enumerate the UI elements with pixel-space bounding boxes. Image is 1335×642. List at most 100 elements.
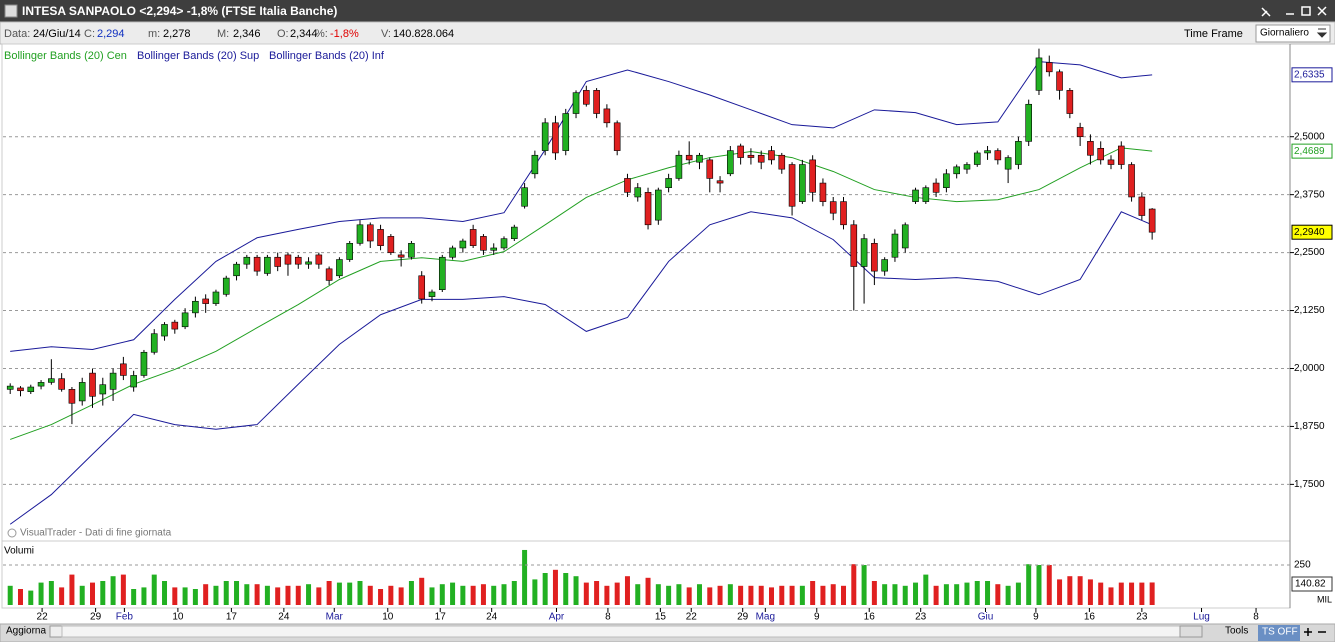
volume-bar bbox=[429, 587, 435, 605]
candle-body bbox=[963, 164, 971, 170]
candle-body bbox=[1025, 103, 1032, 142]
candle-body bbox=[78, 382, 86, 402]
dropdown-arrow bbox=[1316, 28, 1328, 38]
candle-body bbox=[819, 182, 827, 202]
volume-bar bbox=[964, 582, 970, 605]
volume-bar bbox=[141, 587, 147, 605]
volume-bar bbox=[841, 585, 847, 605]
maximize-button[interactable] bbox=[1301, 6, 1311, 16]
x-tick-label: 16 bbox=[864, 612, 876, 623]
candle-body bbox=[294, 256, 302, 265]
volume-bar bbox=[851, 564, 857, 605]
x-tick-label: 24 bbox=[486, 612, 498, 623]
volume-bar bbox=[59, 587, 65, 605]
zoom-buttons[interactable] bbox=[1304, 628, 1326, 636]
tools-button[interactable]: Tools bbox=[1225, 626, 1248, 637]
scrollbar[interactable] bbox=[61, 625, 1203, 638]
band-line bbox=[10, 61, 1153, 352]
candle-body bbox=[881, 259, 888, 272]
watermark-icon bbox=[7, 528, 17, 538]
x-tick-label: 17 bbox=[226, 612, 238, 623]
candle-body bbox=[397, 254, 405, 258]
volume-bar bbox=[933, 585, 939, 605]
volume-bar bbox=[768, 587, 774, 605]
volume-bar bbox=[655, 584, 661, 605]
candle-body bbox=[1148, 208, 1156, 233]
candle-body bbox=[181, 312, 189, 328]
volume-bar bbox=[1098, 582, 1104, 605]
volume-bar bbox=[635, 584, 641, 605]
volume-bar bbox=[810, 581, 816, 605]
info-label: m: bbox=[148, 28, 160, 40]
candle-body bbox=[696, 154, 703, 163]
ts-button[interactable]: TS OFF bbox=[1262, 627, 1298, 638]
volume-bar bbox=[295, 585, 301, 605]
y-tick-label: 1,8750 bbox=[1294, 421, 1325, 432]
x-tick-label: 29 bbox=[737, 612, 749, 623]
refresh-button[interactable]: Aggiorna bbox=[6, 626, 46, 637]
candle-body bbox=[58, 378, 65, 390]
candle-body bbox=[1004, 157, 1012, 170]
x-tick-label: 22 bbox=[37, 612, 49, 623]
volume-bar bbox=[696, 584, 702, 605]
candle-body bbox=[665, 178, 672, 189]
info-value: -1,8% bbox=[330, 28, 359, 40]
info-label: C: bbox=[84, 28, 95, 40]
candle-body bbox=[150, 333, 158, 353]
volume-bar bbox=[90, 582, 96, 605]
volume-bar bbox=[480, 584, 486, 605]
x-tick-label: Mag bbox=[756, 612, 775, 623]
scroll-left[interactable] bbox=[49, 625, 63, 638]
volume-bar bbox=[738, 585, 744, 605]
volume-bar bbox=[1077, 576, 1083, 605]
candle-body bbox=[212, 291, 220, 304]
info-label: M: bbox=[217, 28, 229, 40]
volume-bar bbox=[995, 584, 1001, 605]
scroll-thumb[interactable] bbox=[1179, 625, 1203, 638]
ts-button-bg[interactable] bbox=[1258, 625, 1300, 641]
volume-bar bbox=[563, 573, 569, 605]
cen-last-box bbox=[1291, 143, 1333, 159]
volume-bar bbox=[594, 581, 600, 605]
y-tick-label: 2,2500 bbox=[1294, 247, 1325, 258]
candle-body bbox=[480, 236, 487, 251]
candle-body bbox=[675, 154, 683, 179]
candle-body bbox=[27, 386, 35, 392]
volume-bar bbox=[450, 582, 456, 605]
volume-bar bbox=[192, 589, 198, 605]
candle-body bbox=[1056, 71, 1063, 91]
time-frame-label: Time Frame bbox=[1184, 28, 1243, 40]
candle-body bbox=[1107, 159, 1115, 165]
candle-body bbox=[521, 187, 528, 207]
candle-body bbox=[253, 256, 261, 272]
candle-body bbox=[511, 226, 518, 239]
candle-body bbox=[325, 268, 333, 281]
x-tick-label: 23 bbox=[915, 612, 927, 623]
volume-last-box bbox=[1291, 576, 1333, 592]
x-tick-label: Feb bbox=[116, 612, 134, 623]
x-tick-label: 10 bbox=[382, 612, 394, 623]
volume-bar bbox=[306, 584, 312, 605]
info-label: O: bbox=[277, 28, 289, 40]
close-button[interactable] bbox=[1317, 6, 1327, 16]
settings-button[interactable] bbox=[1261, 7, 1271, 17]
candle-body bbox=[747, 154, 755, 158]
candle-body bbox=[336, 259, 343, 277]
x-tick-label: 17 bbox=[435, 612, 447, 623]
volume-bar bbox=[604, 585, 610, 605]
volume-bar bbox=[264, 585, 270, 605]
candle-body bbox=[284, 254, 292, 265]
y-tick-label: 2,3750 bbox=[1294, 189, 1325, 200]
volume-bar bbox=[110, 576, 116, 605]
volume-bar bbox=[162, 581, 168, 605]
candle-body bbox=[1087, 141, 1094, 156]
info-value: 24/Giu/14 bbox=[33, 28, 81, 40]
volume-bar bbox=[501, 584, 507, 605]
time-frame-select[interactable] bbox=[1255, 24, 1331, 43]
volume-bar bbox=[151, 574, 157, 605]
candle-body bbox=[1138, 196, 1146, 216]
candle-body bbox=[1128, 164, 1135, 198]
volume-bar bbox=[717, 585, 723, 605]
volume-bar bbox=[552, 569, 558, 605]
candle-body bbox=[469, 229, 477, 246]
